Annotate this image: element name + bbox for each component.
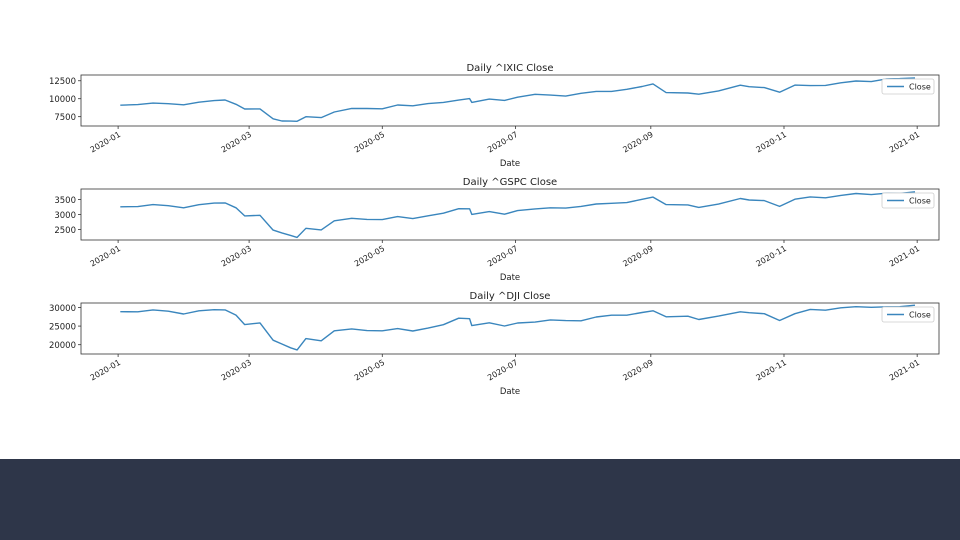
legend: Close xyxy=(881,78,935,95)
y-tick-label: 10000 xyxy=(49,95,76,105)
x-tick-label: 2020-01 xyxy=(89,358,122,383)
x-tick-label: 2020-07 xyxy=(486,130,519,155)
chart-panel-1: Daily ^IXIC Close 7500 10000 12500 2020-01 20… xyxy=(49,63,940,169)
legend-box xyxy=(881,192,935,209)
legend-label: Close xyxy=(909,197,931,206)
x-tick-label: 2020-03 xyxy=(220,358,253,383)
y-tick-label: 25000 xyxy=(49,323,76,333)
chart-panel-2: Daily ^GSPC Close 2500 3000 3500 2020-01 2020… xyxy=(54,177,940,283)
x-tick-label: 2020-11 xyxy=(755,358,788,383)
legend: Close xyxy=(881,306,935,323)
footer-band xyxy=(0,459,960,540)
series-line-close xyxy=(120,304,916,351)
x-tick-label: 2020-09 xyxy=(621,130,654,155)
series-line-close xyxy=(120,77,916,123)
legend-label: Close xyxy=(909,311,931,320)
y-tick-label: 30000 xyxy=(49,304,76,314)
x-tick-label: 2020-09 xyxy=(621,358,654,383)
legend-box xyxy=(881,306,935,323)
y-tick-label: 2500 xyxy=(54,226,76,236)
y-tick-label: 3500 xyxy=(54,196,76,206)
x-axis-label: Date xyxy=(500,273,520,283)
legend-box xyxy=(881,78,935,95)
x-tick-label: 2020-11 xyxy=(755,130,788,155)
x-tick-label: 2021-01 xyxy=(888,130,921,155)
plot-frame xyxy=(80,74,940,127)
x-tick-label: 2020-05 xyxy=(353,130,386,155)
chart-panel-3: Daily ^DJI Close 20000 25000 30000 2020-01 20… xyxy=(49,291,940,397)
chart-title: Daily ^DJI Close xyxy=(470,291,551,302)
x-tick-label: 2020-09 xyxy=(621,244,654,269)
x-axis-label: Date xyxy=(500,159,520,169)
y-tick-label: 7500 xyxy=(54,113,76,123)
legend: Close xyxy=(881,192,935,209)
x-tick-label: 2020-01 xyxy=(89,244,122,269)
x-tick-label: 2021-01 xyxy=(888,358,921,383)
x-tick-label: 2020-01 xyxy=(89,130,122,155)
x-tick-label: 2020-05 xyxy=(353,244,386,269)
x-tick-label: 2020-05 xyxy=(353,358,386,383)
series-line-close xyxy=(120,191,916,239)
x-axis-label: Date xyxy=(500,387,520,397)
x-tick-label: 2020-11 xyxy=(755,244,788,269)
chart-title: Daily ^IXIC Close xyxy=(466,63,553,74)
y-tick-label: 20000 xyxy=(49,341,76,351)
x-tick-label: 2020-03 xyxy=(220,130,253,155)
chart-title: Daily ^GSPC Close xyxy=(463,177,557,188)
x-tick-label: 2021-01 xyxy=(888,244,921,269)
y-tick-label: 3000 xyxy=(54,211,76,221)
x-tick-label: 2020-07 xyxy=(486,244,519,269)
x-tick-label: 2020-07 xyxy=(486,358,519,383)
x-tick-label: 2020-03 xyxy=(220,244,253,269)
plot-frame xyxy=(80,302,940,355)
y-tick-label: 12500 xyxy=(49,77,76,87)
legend-label: Close xyxy=(909,83,931,92)
